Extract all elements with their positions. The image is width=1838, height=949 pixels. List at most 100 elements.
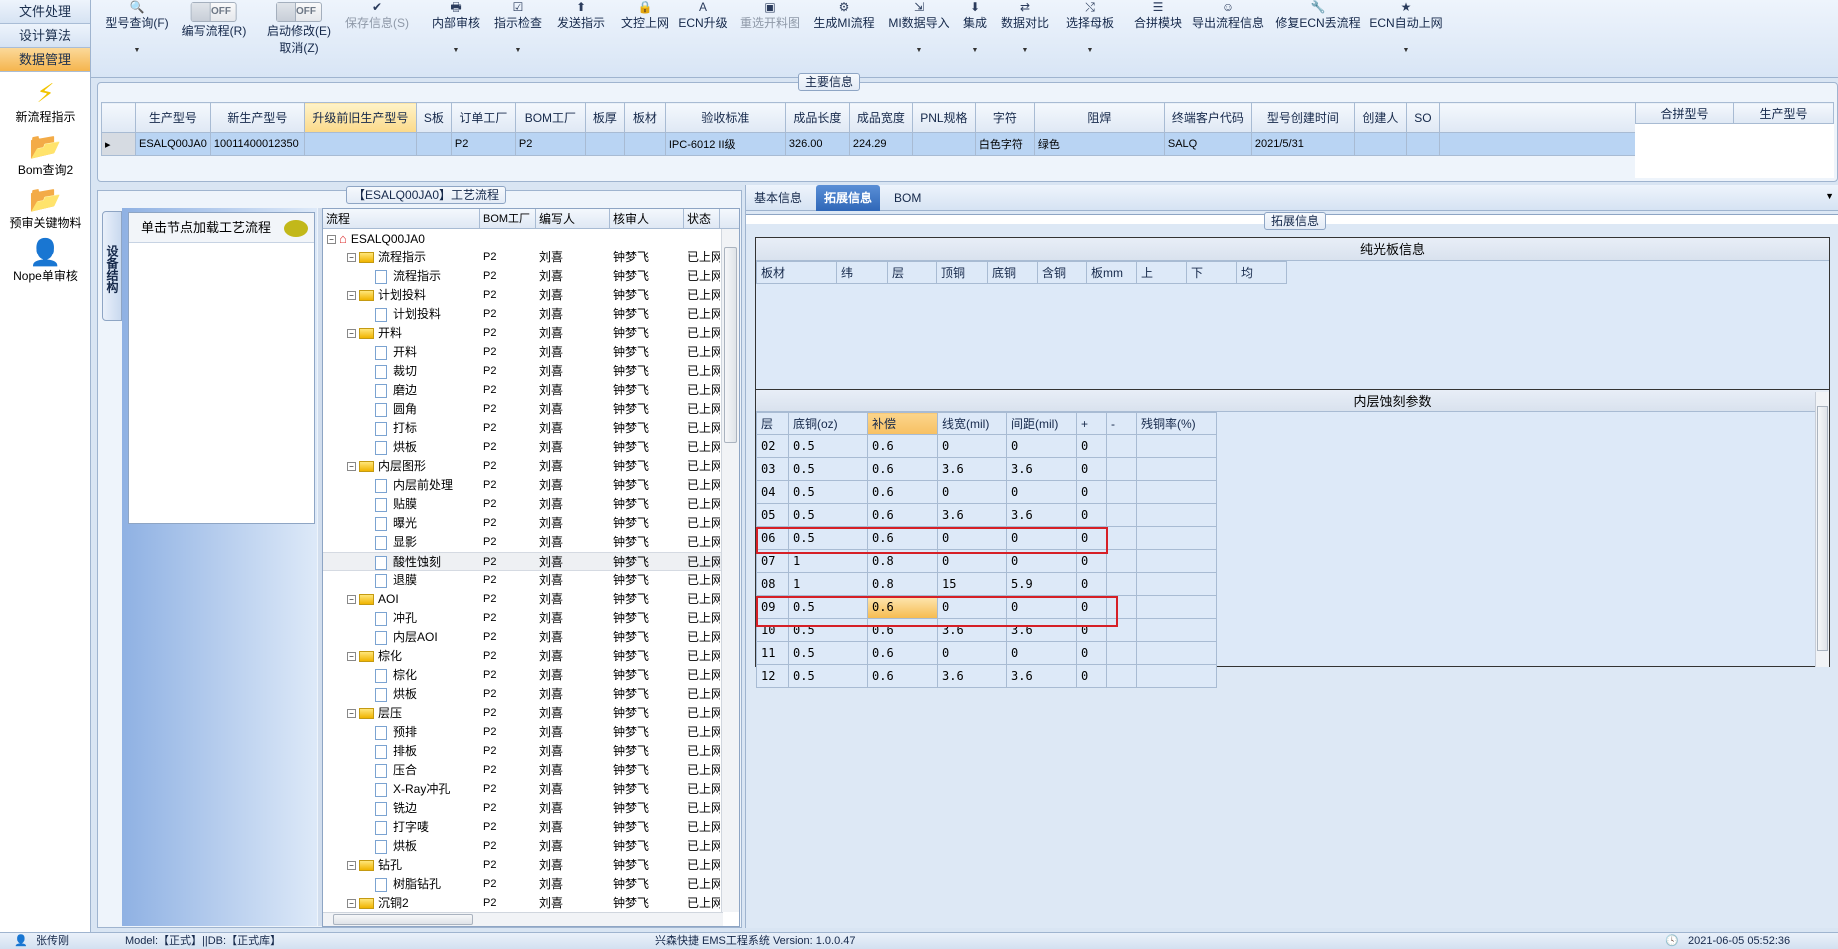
table-cell[interactable]: 03: [756, 457, 789, 481]
tree-node[interactable]: 圆角: [323, 400, 480, 419]
tree-row[interactable]: 压合 P2 刘喜 钟梦飞 已上网: [323, 761, 739, 780]
table-cell[interactable]: 0.5: [788, 434, 868, 458]
tree-node[interactable]: 显影: [323, 533, 480, 552]
nav-tab-design[interactable]: 设计算法: [0, 24, 90, 48]
table-cell[interactable]: 3.6: [1006, 503, 1077, 527]
table-cell[interactable]: 0.6: [867, 664, 938, 688]
chevron-down-icon[interactable]: ▼: [915, 47, 923, 54]
tree-row[interactable]: − AOI P2 刘喜 钟梦飞 已上网: [323, 590, 739, 609]
tree-row[interactable]: − 层压 P2 刘喜 钟梦飞 已上网: [323, 704, 739, 723]
table-cell[interactable]: 0.5: [788, 457, 868, 481]
table-cell[interactable]: 0: [937, 526, 1007, 550]
tree-node[interactable]: − 内层图形: [323, 457, 480, 476]
table-cell[interactable]: 1: [788, 549, 868, 573]
table-cell[interactable]: 0.6: [867, 457, 938, 481]
table-cell[interactable]: 0.6: [867, 480, 938, 504]
table-cell[interactable]: 0: [937, 549, 1007, 573]
table-cell[interactable]: [1106, 526, 1137, 550]
table-cell[interactable]: 0: [1006, 480, 1077, 504]
table-cell[interactable]: 3.6: [1006, 618, 1077, 642]
table-cell[interactable]: 0.6: [867, 641, 938, 665]
toolbar-button[interactable]: ⤭ 选择母板 ▼: [1066, 0, 1114, 54]
column-header[interactable]: 生产型号: [1733, 102, 1834, 124]
tree-node[interactable]: − 沉铜2: [323, 894, 480, 913]
column-header[interactable]: 补偿: [867, 412, 938, 435]
table-cell[interactable]: [1106, 595, 1137, 619]
table-cell[interactable]: [1106, 434, 1137, 458]
tree-row[interactable]: 排板 P2 刘喜 钟梦飞 已上网: [323, 742, 739, 761]
tree-node[interactable]: − 开料: [323, 324, 480, 343]
column-header[interactable]: S板: [415, 102, 452, 133]
tree-node[interactable]: 曝光: [323, 514, 480, 533]
column-header[interactable]: 均: [1236, 261, 1287, 284]
column-header[interactable]: 底铜(oz): [788, 412, 868, 435]
toolbar-button[interactable]: 🔧 修复ECN丢流程: [1275, 0, 1360, 31]
column-header[interactable]: 流程: [323, 209, 480, 228]
vertical-scrollbar[interactable]: [1815, 392, 1829, 667]
table-cell[interactable]: [1136, 664, 1217, 688]
table-cell[interactable]: [1106, 503, 1137, 527]
table-cell[interactable]: 0.5: [788, 618, 868, 642]
table-row[interactable]: 07 1 0.8 0 0 0: [756, 549, 1217, 573]
tree-node[interactable]: 裁切: [323, 362, 480, 381]
table-cell[interactable]: 0: [937, 434, 1007, 458]
table-row[interactable]: 12 0.5 0.6 3.6 3.6 0: [756, 664, 1217, 688]
collapse-icon[interactable]: −: [347, 861, 356, 871]
table-cell[interactable]: 0.5: [788, 641, 868, 665]
table-row[interactable]: 04 0.5 0.6 0 0 0: [756, 480, 1217, 504]
table-cell[interactable]: [1136, 618, 1217, 642]
table-cell[interactable]: 3.6: [937, 503, 1007, 527]
collapse-icon[interactable]: −: [347, 899, 356, 909]
table-cell[interactable]: [1106, 549, 1137, 573]
table-cell[interactable]: 0: [1076, 595, 1107, 619]
tree-row[interactable]: 冲孔 P2 刘喜 钟梦飞 已上网: [323, 609, 739, 628]
table-cell[interactable]: 0.8: [867, 572, 938, 596]
toolbar-button[interactable]: ▣ 重选开料图: [740, 0, 800, 31]
table-cell[interactable]: 0.6: [867, 595, 938, 619]
table-cell[interactable]: 0.8: [867, 549, 938, 573]
tree-node[interactable]: 打标: [323, 419, 480, 438]
column-header[interactable]: 残铜率(%): [1136, 412, 1217, 435]
collapse-icon[interactable]: −: [347, 709, 356, 719]
table-cell[interactable]: 06: [756, 526, 789, 550]
tree-node[interactable]: 树脂钻孔: [323, 875, 480, 894]
column-header[interactable]: -: [1106, 412, 1137, 435]
collapse-icon[interactable]: −: [347, 291, 356, 301]
vertical-scrollbar[interactable]: [721, 229, 739, 912]
column-header[interactable]: 含铜: [1037, 261, 1087, 284]
column-header[interactable]: SO: [1405, 102, 1440, 133]
column-header[interactable]: +: [1076, 412, 1107, 435]
table-cell[interactable]: 0: [1076, 664, 1107, 688]
table-row[interactable]: 11 0.5 0.6 0 0 0: [756, 641, 1217, 665]
collapse-icon[interactable]: −: [347, 253, 356, 263]
splitter[interactable]: [318, 208, 323, 926]
column-header[interactable]: 板材: [756, 261, 837, 284]
table-cell[interactable]: 0: [1076, 457, 1107, 481]
column-header[interactable]: 纬: [836, 261, 888, 284]
tree-node[interactable]: 退膜: [323, 571, 480, 590]
table-cell[interactable]: 0: [1076, 480, 1107, 504]
toolbar-button[interactable]: ⚙ 生成MI流程: [813, 0, 874, 31]
table-row[interactable]: 05 0.5 0.6 3.6 3.6 0: [756, 503, 1217, 527]
table-cell[interactable]: 0: [937, 595, 1007, 619]
column-header[interactable]: 编写人: [536, 209, 610, 228]
collapse-icon[interactable]: −: [347, 652, 356, 662]
tree-node[interactable]: − 钻孔: [323, 856, 480, 875]
column-header[interactable]: 生产型号: [135, 102, 211, 133]
chevron-down-icon[interactable]: ▼: [452, 47, 460, 54]
tree-row[interactable]: 开料 P2 刘喜 钟梦飞 已上网: [323, 343, 739, 362]
tree-node[interactable]: 烘板: [323, 837, 480, 856]
table-row[interactable]: 10 0.5 0.6 3.6 3.6 0: [756, 618, 1217, 642]
tree-row[interactable]: 棕化 P2 刘喜 钟梦飞 已上网: [323, 666, 739, 685]
table-cell[interactable]: [1136, 526, 1217, 550]
write-flow-toggle[interactable]: OFF: [190, 2, 237, 22]
toolbar-button[interactable]: ☑ 指示检查 ▼: [494, 0, 542, 54]
column-header[interactable]: 订单工厂: [450, 102, 516, 133]
table-cell[interactable]: 0.6: [867, 618, 938, 642]
table-cell[interactable]: [1106, 480, 1137, 504]
toolbar-button[interactable]: A ECN升级: [678, 0, 727, 31]
tree-node[interactable]: X-Ray冲孔: [323, 780, 480, 799]
tree-row[interactable]: − 计划投料 P2 刘喜 钟梦飞 已上网: [323, 286, 739, 305]
table-cell[interactable]: 3.6: [937, 664, 1007, 688]
tree-row[interactable]: 圆角 P2 刘喜 钟梦飞 已上网: [323, 400, 739, 419]
